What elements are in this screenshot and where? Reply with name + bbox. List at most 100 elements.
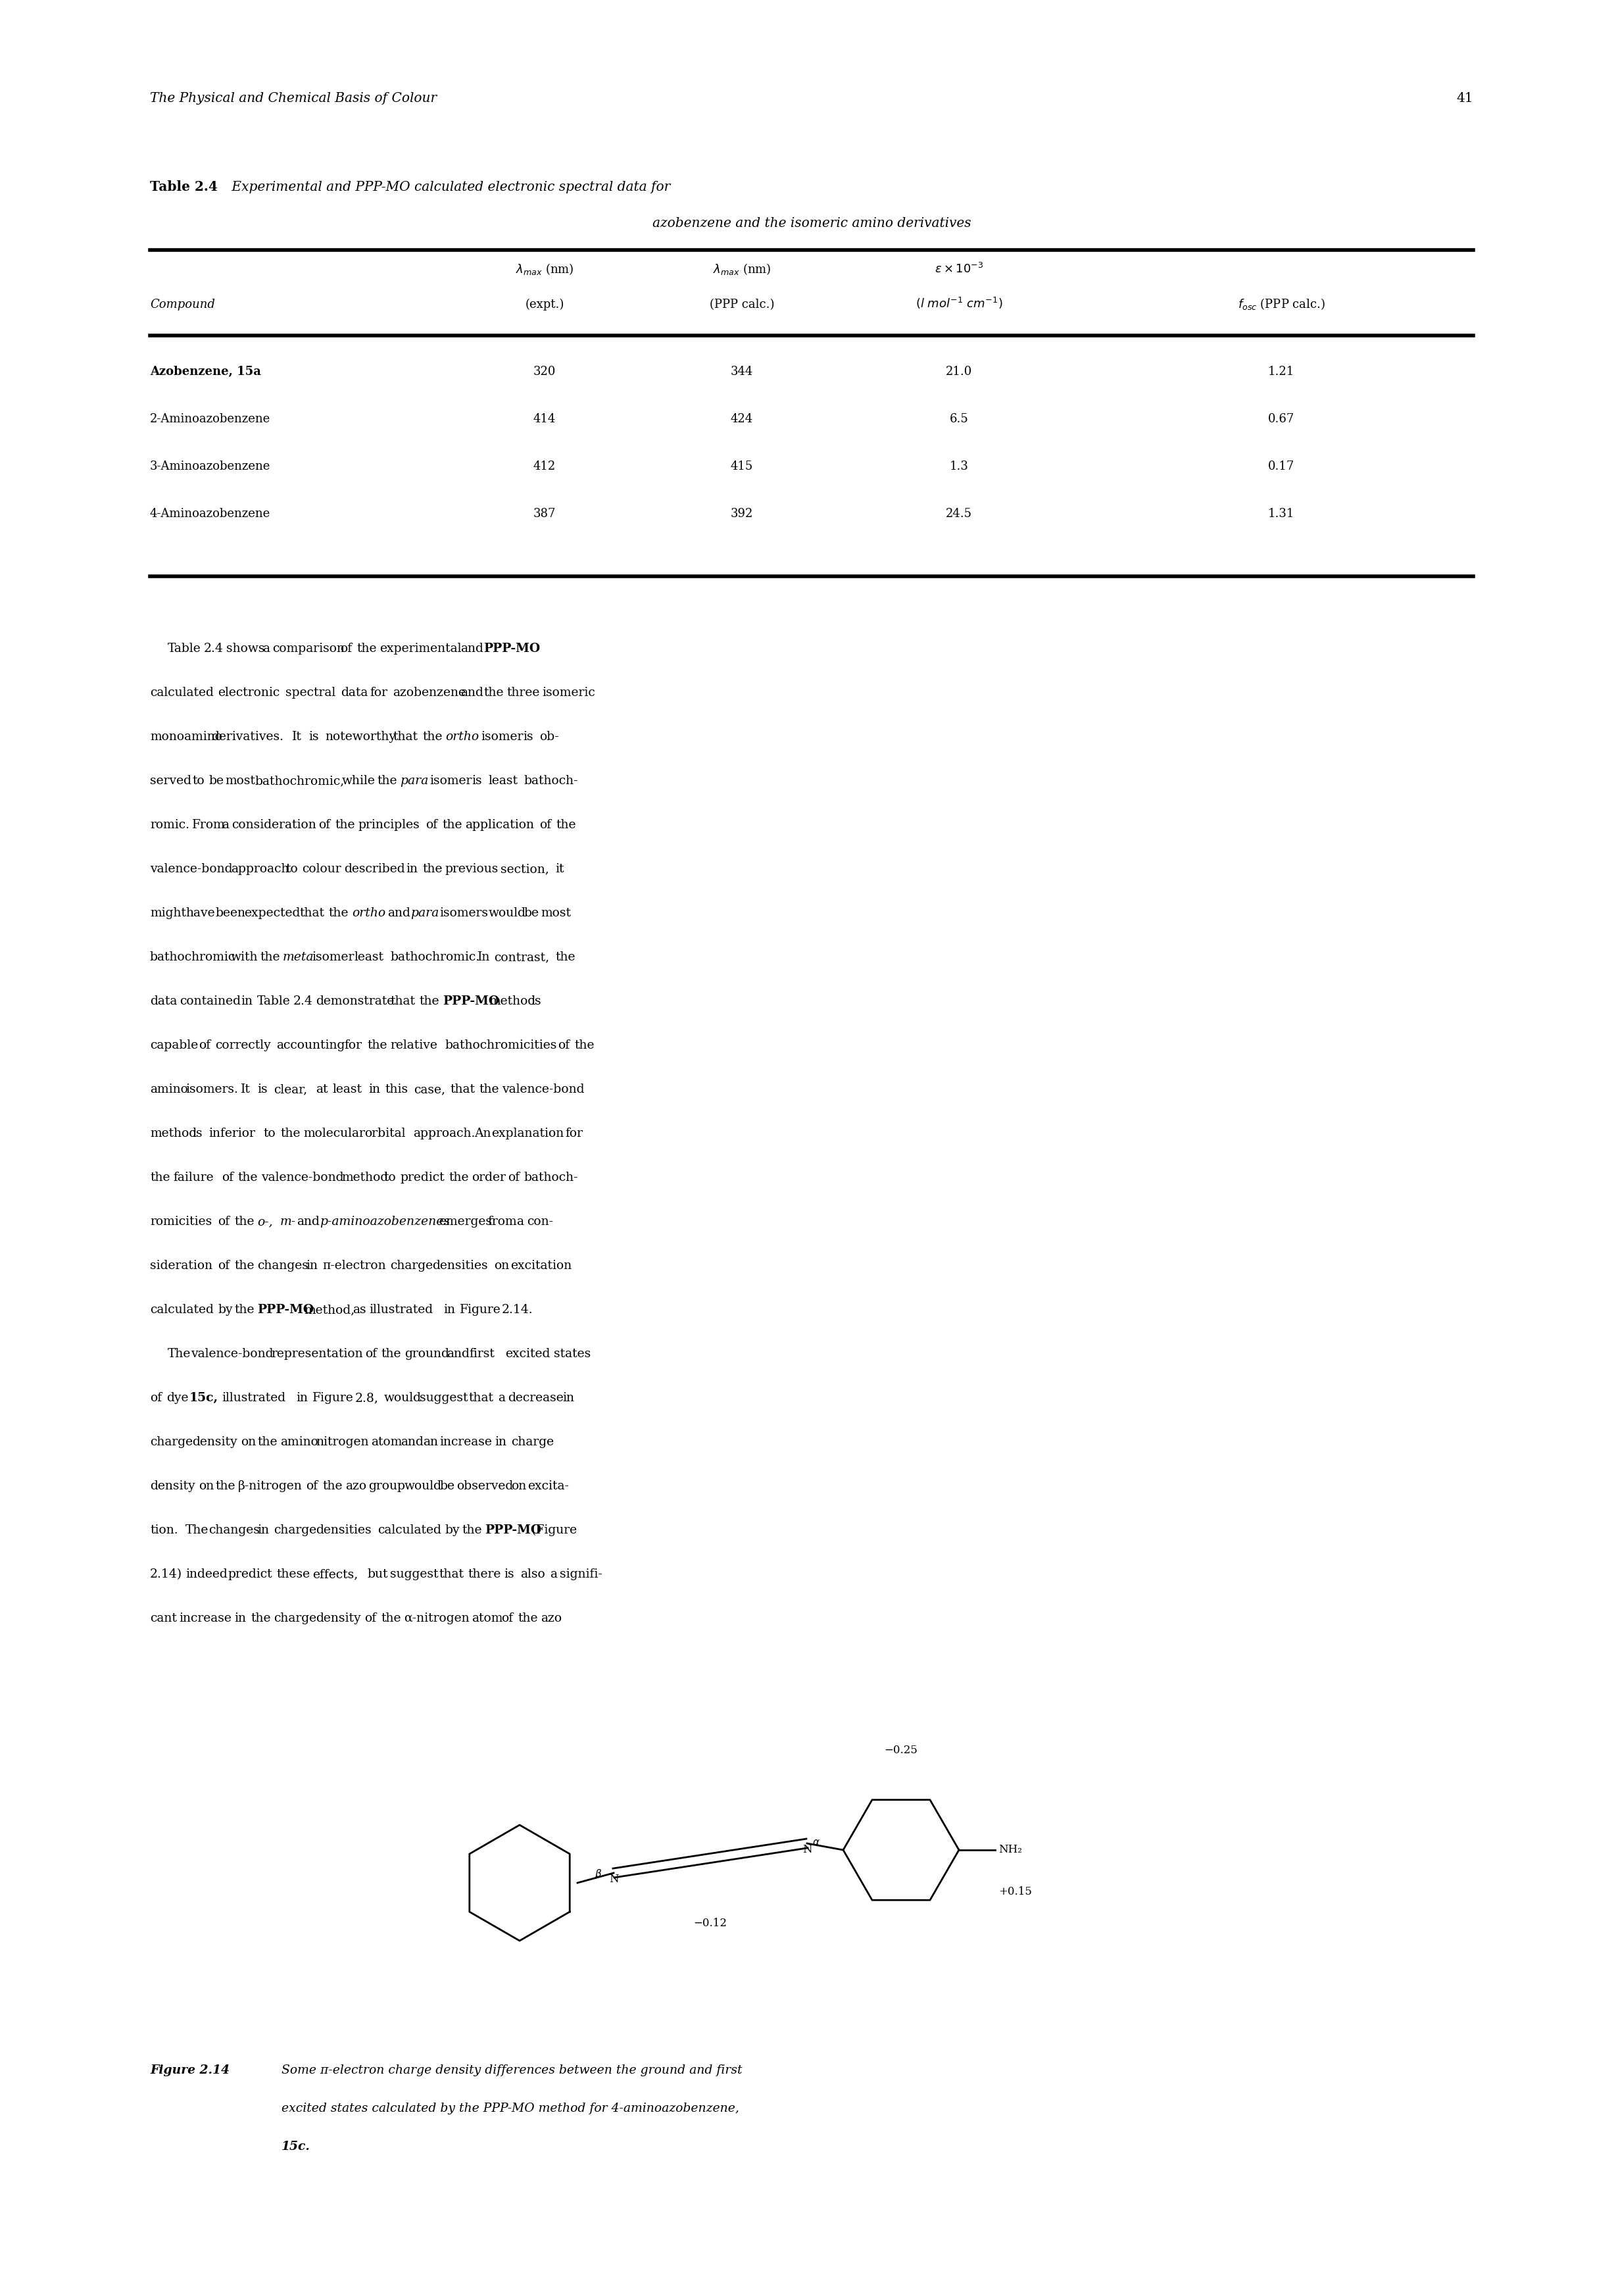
Text: and: and [446,1348,469,1359]
Text: the: the [280,1127,301,1139]
Text: increase: increase [440,1437,493,1449]
Text: spectral: spectral [286,687,336,698]
Text: the: the [357,643,377,654]
Text: from: from [488,1217,517,1228]
Text: inferior: inferior [208,1127,255,1139]
Text: 0.67: 0.67 [1269,413,1294,425]
Text: the: the [381,1348,401,1359]
Text: is: is [257,1084,268,1095]
Text: states: states [554,1348,591,1359]
Text: PPP-MO: PPP-MO [443,996,499,1008]
Text: decrease: decrease [507,1391,564,1403]
Text: is: is [192,1127,202,1139]
Text: would: would [488,907,525,918]
Text: at: at [317,1084,328,1095]
Text: bathoch-: bathoch- [524,1171,579,1182]
Text: the: the [378,776,398,788]
Text: contrast,: contrast, [494,951,549,962]
Text: a: a [498,1391,504,1403]
Text: would: would [404,1481,441,1492]
Text: charge: charge [389,1261,433,1272]
Text: the: the [483,687,504,698]
Text: of: of [150,1391,162,1403]
Text: $\lambda_{max}$ (nm): $\lambda_{max}$ (nm) [713,262,771,276]
Text: the: the [443,820,462,831]
Text: derivatives.: derivatives. [212,730,284,742]
Text: the: the [462,1525,482,1536]
Text: of: of [318,820,331,831]
Text: on: on [511,1481,527,1492]
Text: In: In [477,951,490,962]
Text: the: the [150,1171,170,1182]
Text: of: of [507,1171,519,1182]
Text: of: of [305,1481,318,1492]
Text: ortho: ortho [444,730,478,742]
Text: 412: 412 [533,461,556,473]
Text: bathochromic.: bathochromic. [389,951,480,962]
Text: An: An [475,1127,491,1139]
Text: be: be [440,1481,454,1492]
Text: in: in [234,1612,246,1623]
Text: while: while [341,776,375,788]
Text: data: data [341,687,368,698]
Text: cant: cant [150,1612,176,1623]
Text: emerges: emerges [440,1217,491,1228]
Text: p-aminoazobenzenes: p-aminoazobenzenes [320,1217,449,1228]
Text: The: The [186,1525,208,1536]
Text: a: a [262,643,270,654]
Text: of: of [365,1348,377,1359]
Text: it: it [556,863,564,875]
Text: 1.3: 1.3 [950,461,968,473]
Text: 24.5: 24.5 [945,507,973,519]
Text: valence-bond: valence-bond [260,1171,344,1182]
Text: PPP-MO: PPP-MO [485,1525,541,1536]
Text: for: for [344,1040,362,1052]
Text: method: method [341,1171,388,1182]
Text: noteworthy: noteworthy [325,730,396,742]
Text: there: there [469,1568,501,1580]
Text: atom: atom [472,1612,503,1623]
Text: for: for [566,1127,583,1139]
Text: $\varepsilon \times 10^{-3}$: $\varepsilon \times 10^{-3}$ [934,262,984,276]
Text: the: the [257,1437,278,1449]
Text: Figure 2.14: Figure 2.14 [150,2064,229,2076]
Text: electronic: electronic [218,687,280,698]
Text: Some π-electron charge density differences between the ground and first: Some π-electron charge density differenc… [281,2064,742,2076]
Text: the: the [480,1084,499,1095]
Text: and: and [461,687,483,698]
Text: demonstrate: demonstrate [317,996,394,1008]
Text: that: that [389,996,415,1008]
Text: amino: amino [280,1437,318,1449]
Text: might: might [150,907,186,918]
Text: the: the [556,951,575,962]
Text: It: It [241,1084,250,1095]
Text: also: also [520,1568,545,1580]
Text: explanation: explanation [491,1127,564,1139]
Text: azobenzene and the isomeric amino derivatives: azobenzene and the isomeric amino deriva… [653,218,971,230]
Text: and: and [461,643,483,654]
Text: charge: charge [511,1437,554,1449]
Text: bathochromic: bathochromic [150,951,236,962]
Text: to: to [383,1171,396,1182]
Text: 41: 41 [1456,92,1474,106]
Text: para: para [401,776,428,788]
Text: these: these [276,1568,310,1580]
Text: meta: meta [283,951,314,962]
Text: the: the [556,820,577,831]
Text: $\lambda_{max}$ (nm): $\lambda_{max}$ (nm) [516,262,574,276]
Text: is: is [532,996,541,1008]
Text: most: most [541,907,570,918]
Text: From: From [192,820,226,831]
Text: relative: relative [389,1040,438,1052]
Text: application: application [465,820,535,831]
Text: charge: charge [150,1437,192,1449]
Text: observed: observed [456,1481,512,1492]
Text: the: the [367,1040,388,1052]
Text: but: but [367,1568,388,1580]
Text: the: the [215,1481,236,1492]
Text: failure: failure [173,1171,213,1182]
Text: $\alpha$: $\alpha$ [813,1839,819,1848]
Text: a: a [517,1217,524,1228]
Text: the: the [250,1612,271,1623]
Text: 387: 387 [533,507,556,519]
